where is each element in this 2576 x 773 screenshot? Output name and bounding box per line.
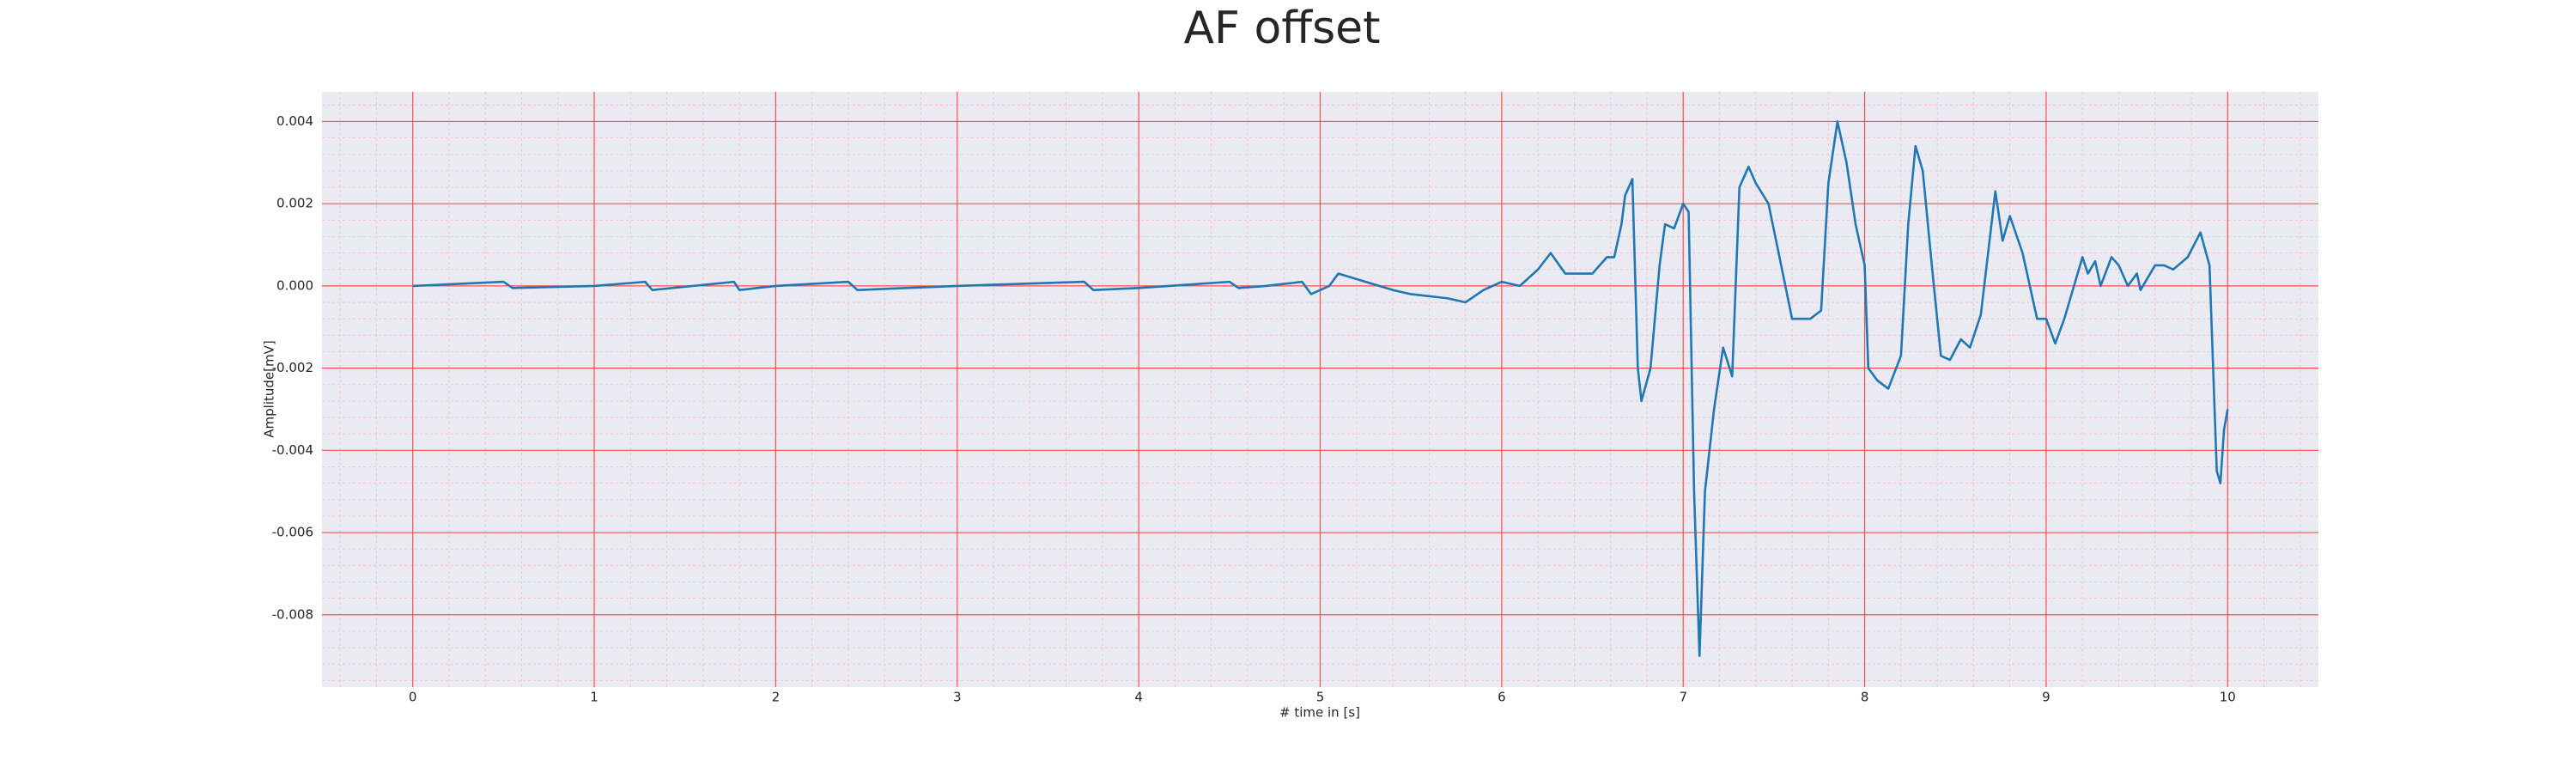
y-tick-label: 0.000 bbox=[276, 277, 313, 293]
y-tick-label: 0.004 bbox=[276, 113, 313, 129]
x-tick-label: 1 bbox=[590, 690, 598, 705]
x-tick-label: 0 bbox=[409, 690, 417, 705]
y-tick-label: -0.008 bbox=[272, 606, 313, 622]
y-tick-label: 0.002 bbox=[276, 196, 313, 211]
x-tick-label: 6 bbox=[1498, 690, 1506, 705]
x-tick-label: 3 bbox=[953, 690, 962, 705]
marks bbox=[412, 120, 2229, 657]
y-tick-label: -0.004 bbox=[272, 442, 313, 458]
x-tick-label: 10 bbox=[2220, 690, 2236, 705]
x-tick-label: 8 bbox=[1861, 690, 1869, 705]
x-tick-label: 7 bbox=[1679, 690, 1687, 705]
x-axis-label: # time in [s] bbox=[1279, 705, 1360, 721]
y-tick-label: -0.006 bbox=[272, 525, 313, 540]
grid bbox=[322, 92, 2318, 687]
x-tick-label: 5 bbox=[1316, 690, 1325, 705]
x-tick-label: 4 bbox=[1134, 690, 1143, 705]
signal-line bbox=[412, 120, 2229, 657]
x-tick-label: 9 bbox=[2042, 690, 2050, 705]
x-tick-label: 2 bbox=[772, 690, 781, 705]
chart-title: AF offset bbox=[1183, 3, 1380, 54]
y-tick-label: -0.002 bbox=[272, 360, 313, 375]
y-axis-label: Amplitude[mV] bbox=[262, 340, 277, 437]
